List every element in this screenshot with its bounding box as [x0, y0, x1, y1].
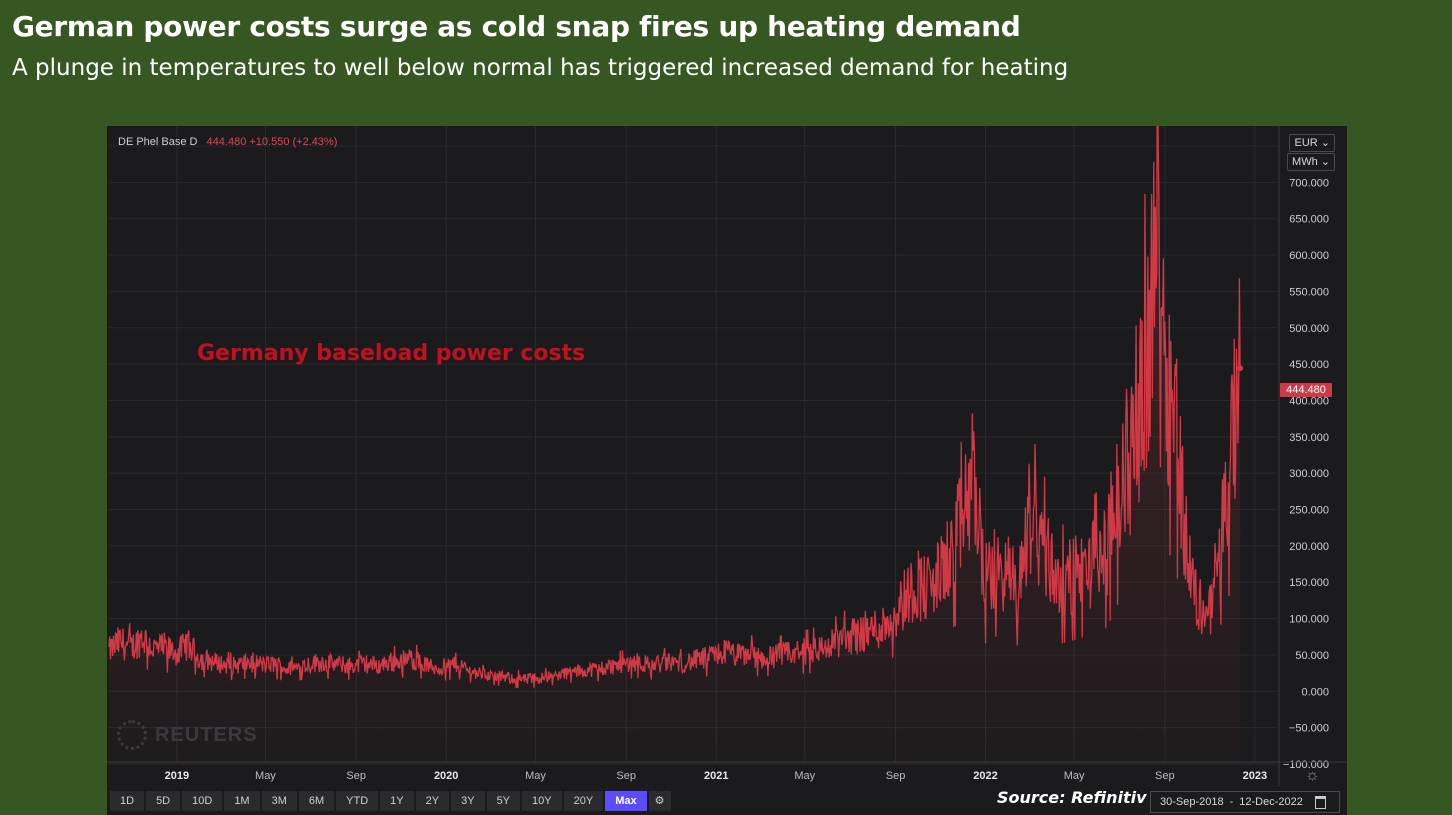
range-button-5y[interactable]: 5Y	[486, 791, 521, 811]
chevron-down-icon: ⌄	[1320, 156, 1330, 168]
instrument-name: DE Phel Base D	[118, 136, 198, 148]
range-toolbar: 1D 5D 10D 1M 3M 6M YTD 1Y 2Y 3Y 5Y 10Y 20Y Max ⚙	[110, 791, 671, 811]
y-tick-label: 350.000	[1289, 432, 1329, 444]
x-tick-label: May	[525, 770, 546, 782]
range-button-max[interactable]: Max	[605, 791, 647, 811]
range-button-10d[interactable]: 10D	[182, 791, 223, 811]
page-subtitle: A plunge in temperatures to well below n…	[12, 55, 1069, 81]
gear-icon[interactable]: ⚙	[648, 791, 671, 811]
range-button-1m[interactable]: 1M	[224, 791, 260, 811]
last-point-marker	[1237, 365, 1244, 372]
y-tick-label: 500.000	[1289, 323, 1329, 335]
last-price: 444.480	[206, 136, 247, 148]
range-button-1d[interactable]: 1D	[110, 791, 145, 811]
chart-panel: −100.000 −50.000 0.000 50.000 100.000 150.000…	[107, 126, 1347, 815]
chart-annotation: Germany baseload power costs	[197, 341, 586, 366]
range-button-2y[interactable]: 2Y	[415, 791, 450, 811]
price-change: +10.550	[249, 136, 290, 148]
currency-select[interactable]: EUR ⌄	[1289, 134, 1335, 152]
series-line-path	[108, 126, 1241, 689]
x-tick-label: Sep	[886, 770, 906, 782]
y-tick-label: 250.000	[1289, 505, 1329, 517]
unit-value: MWh	[1292, 156, 1318, 168]
chevron-down-icon: ⌄	[1320, 137, 1330, 149]
y-tick-label: 700.000	[1289, 177, 1329, 189]
range-button-10y[interactable]: 10Y	[522, 791, 562, 811]
page-title: German power costs surge as cold snap fi…	[12, 10, 1021, 43]
date-from: 30-Sep-2018	[1160, 796, 1224, 808]
date-to: 12-Dec-2022	[1239, 796, 1303, 808]
currency-value: EUR	[1294, 137, 1318, 149]
date-range-picker[interactable]: 30-Sep-2018 - 12-Dec-2022	[1150, 791, 1340, 813]
range-button-6m[interactable]: 6M	[298, 791, 335, 811]
x-axis: 2019 May Sep 2020 May Sep 2021 May Sep 2022 May Sep…	[107, 761, 1347, 782]
x-tick-label: Sep	[616, 770, 636, 782]
y-tick-label: 600.000	[1289, 250, 1329, 262]
x-tick-label: 2020	[434, 770, 458, 782]
y-tick-label: 0.000	[1301, 686, 1329, 698]
range-button-5d[interactable]: 5D	[146, 791, 181, 811]
x-tick-label: May	[1064, 770, 1085, 782]
y-tick-label: 550.000	[1289, 286, 1329, 298]
y-tick-label: 150.000	[1289, 577, 1329, 589]
x-tick-label: Sep	[346, 770, 366, 782]
y-tick-label: 200.000	[1289, 541, 1329, 553]
range-button-1y[interactable]: 1Y	[380, 791, 414, 811]
y-tick-label: 650.000	[1289, 214, 1329, 226]
y-tick-label: 400.000	[1289, 395, 1329, 407]
range-button-3m[interactable]: 3M	[261, 791, 297, 811]
price-chart[interactable]: −100.000−50.0000.00050.000100.000150.000…	[107, 126, 1347, 815]
source-credit: Source: Refinitiv	[997, 788, 1147, 807]
instrument-legend: DE Phel Base D 444.480 +10.550 (+2.43%)	[118, 136, 337, 148]
x-tick-label: Sep	[1155, 770, 1175, 782]
series-line	[108, 126, 1244, 689]
instrument-values: 444.480 +10.550 (+2.43%)	[207, 136, 338, 148]
y-axis: −100.000−50.0000.00050.000100.000150.000…	[1278, 126, 1329, 786]
x-tick-label: May	[794, 770, 815, 782]
x-tick-label: 2022	[973, 770, 997, 782]
range-button-3y[interactable]: 3Y	[451, 791, 485, 811]
date-separator: -	[1229, 796, 1234, 808]
x-tick-label: 2021	[704, 770, 728, 782]
range-button-ytd[interactable]: YTD	[336, 791, 379, 811]
reuters-logo-icon	[117, 720, 147, 750]
y-tick-label: 300.000	[1289, 468, 1329, 480]
x-tick-label: 2023	[1243, 770, 1267, 782]
unit-select[interactable]: MWh ⌄	[1287, 153, 1335, 171]
series-area	[109, 126, 1241, 764]
reuters-watermark: REUTERS	[117, 720, 258, 750]
x-tick-label: 2019	[165, 770, 189, 782]
calendar-icon[interactable]	[1314, 795, 1326, 809]
y-tick-label: 100.000	[1289, 614, 1329, 626]
last-price-tag: 444.480	[1280, 383, 1332, 397]
y-tick-label: 50.000	[1295, 650, 1329, 662]
y-tick-label: 450.000	[1289, 359, 1329, 371]
watermark-text: REUTERS	[155, 723, 258, 746]
price-change-pct: (+2.43%)	[292, 136, 338, 148]
range-button-20y[interactable]: 20Y	[563, 791, 604, 811]
settings-icon[interactable]: ☼	[1305, 767, 1320, 784]
x-tick-label: May	[255, 770, 276, 782]
y-tick-label: −50.000	[1289, 723, 1329, 735]
grid-lines	[109, 126, 1277, 765]
series-area-path	[109, 126, 1241, 764]
